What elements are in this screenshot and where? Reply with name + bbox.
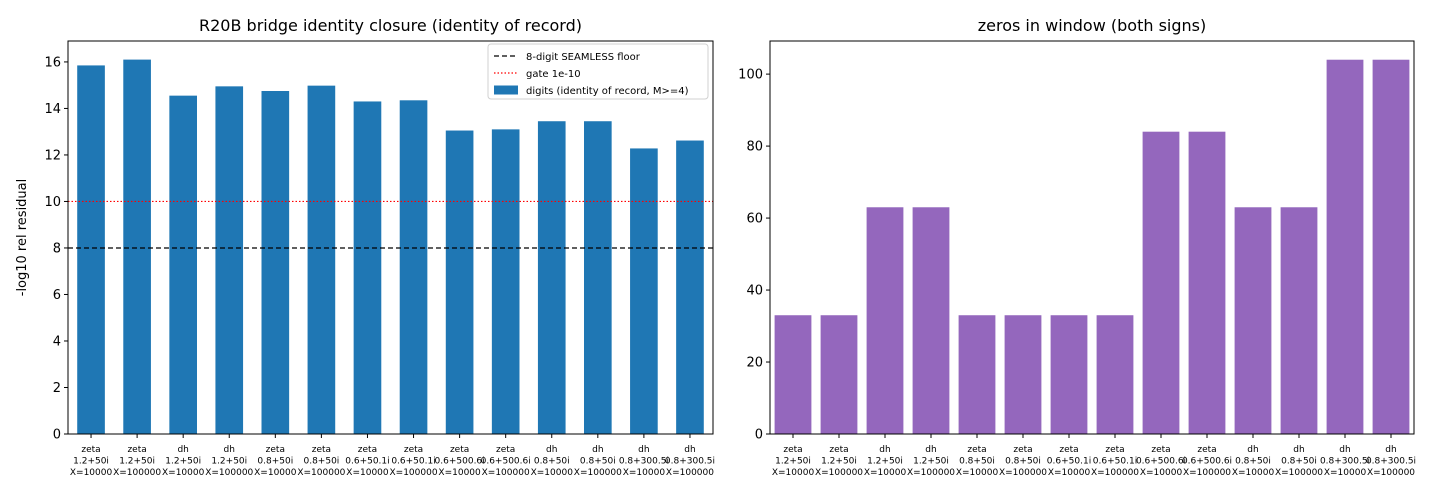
x-tick-label: dh 1.2+50i X=100000	[907, 445, 955, 478]
y-tick-label: 2	[53, 381, 61, 396]
y-tick-label: 0	[53, 428, 61, 443]
x-tick-label: dh 0.8+50i X=10000	[1232, 445, 1275, 478]
x-tick-label: zeta 0.6+500.6i X=100000	[481, 445, 531, 478]
plot-frame	[67, 40, 714, 435]
bar-1	[774, 315, 812, 434]
bar-4	[215, 86, 244, 434]
bar-5	[958, 315, 996, 434]
y-tick-label: 80	[746, 140, 763, 155]
bar-5	[261, 90, 290, 434]
y-tick-label: 16	[44, 55, 61, 70]
bar-4	[912, 207, 950, 434]
legend-label: gate 1e-10	[526, 69, 581, 80]
x-tick-label: zeta 0.6+50.1i X=100000	[389, 445, 437, 478]
y-tick-label: 4	[53, 334, 61, 349]
bar-12	[584, 121, 612, 434]
legend-swatch	[494, 85, 518, 95]
legend-label: digits (identity of record, M>=4)	[526, 86, 689, 97]
bar-7	[353, 101, 382, 434]
x-tick-label: dh 0.8+300.5i X=100000	[665, 445, 715, 478]
bar-11	[537, 121, 566, 434]
plot-frame	[769, 40, 1415, 435]
x-tick-label: zeta 0.6+50.1i X=10000	[1047, 445, 1091, 478]
y-tick-label: 0	[755, 428, 763, 443]
bar-2	[820, 315, 858, 434]
bar-10	[1188, 131, 1226, 434]
chart-title: R20B bridge identity closure (identity o…	[199, 16, 582, 35]
x-tick-label: zeta 1.2+50i X=10000	[70, 445, 113, 478]
y-tick-label: 10	[44, 195, 61, 210]
x-tick-label: zeta 0.6+500.6i X=100000	[1182, 445, 1232, 478]
bar-9	[1142, 131, 1180, 434]
bar-10	[491, 129, 520, 434]
y-tick-label: 8	[53, 241, 61, 256]
bar-13	[630, 148, 658, 435]
bar-1	[77, 65, 105, 434]
bar-12	[1280, 207, 1318, 434]
x-tick-label: dh 0.8+300.5i X=100000	[1366, 445, 1416, 478]
bar-13	[1326, 59, 1364, 434]
x-tick-label: dh 0.8+50i X=100000	[574, 445, 622, 478]
x-tick-label: zeta 0.6+500.6i X=10000	[1136, 445, 1186, 478]
x-tick-label: dh 0.8+50i X=100000	[1275, 445, 1323, 478]
y-tick-label: 60	[746, 212, 763, 227]
x-tick-label: zeta 0.8+50i X=10000	[254, 445, 297, 478]
y-tick-label: 100	[738, 68, 763, 83]
x-tick-label: zeta 0.8+50i X=10000	[956, 445, 999, 478]
x-tick-label: zeta 1.2+50i X=100000	[815, 445, 863, 478]
bar-3	[169, 95, 197, 435]
bar-14	[1372, 59, 1410, 434]
x-tick-label: zeta 1.2+50i X=10000	[772, 445, 815, 478]
bar-8	[399, 100, 428, 434]
chart-title: zeros in window (both signs)	[978, 16, 1206, 35]
x-tick-label: dh 0.8+50i X=10000	[531, 445, 574, 478]
bar-8	[1096, 315, 1134, 434]
y-tick-label: 20	[746, 356, 763, 371]
bar-7	[1050, 315, 1088, 434]
y-tick-label: 6	[53, 288, 61, 303]
bar-14	[676, 140, 704, 434]
bar-11	[1234, 207, 1272, 434]
legend: 8-digit SEAMLESS floor gate 1e-10 digits (…	[487, 43, 709, 100]
x-tick-label: dh 0.8+300.5i X=10000	[619, 445, 669, 478]
y-tick-label: 14	[44, 102, 61, 117]
x-tick-label: zeta 0.6+50.1i X=100000	[1091, 445, 1139, 478]
x-tick-label: dh 0.8+300.5i X=10000	[1320, 445, 1370, 478]
bar-2	[123, 59, 151, 435]
x-tick-label: zeta 0.8+50i X=100000	[999, 445, 1047, 478]
x-tick-label: zeta 0.6+500.6i X=10000	[435, 445, 485, 478]
bar-6	[1004, 315, 1042, 434]
bar-3	[866, 207, 904, 434]
legend-label: 8-digit SEAMLESS floor	[526, 52, 641, 63]
y-axis-label: -log10 rel residual	[15, 179, 30, 297]
bar-9	[445, 130, 474, 434]
x-tick-label: dh 1.2+50i X=10000	[864, 445, 907, 478]
y-tick-label: 40	[746, 284, 763, 299]
x-tick-label: zeta 0.8+50i X=100000	[297, 445, 345, 478]
y-tick-label: 12	[44, 148, 61, 163]
x-tick-label: dh 1.2+50i X=10000	[162, 445, 205, 478]
x-tick-label: zeta 0.6+50.1i X=10000	[345, 445, 389, 478]
legend-box	[487, 43, 709, 100]
x-tick-label: dh 1.2+50i X=100000	[205, 445, 253, 478]
x-tick-label: zeta 1.2+50i X=100000	[113, 445, 161, 478]
bar-6	[307, 85, 336, 434]
